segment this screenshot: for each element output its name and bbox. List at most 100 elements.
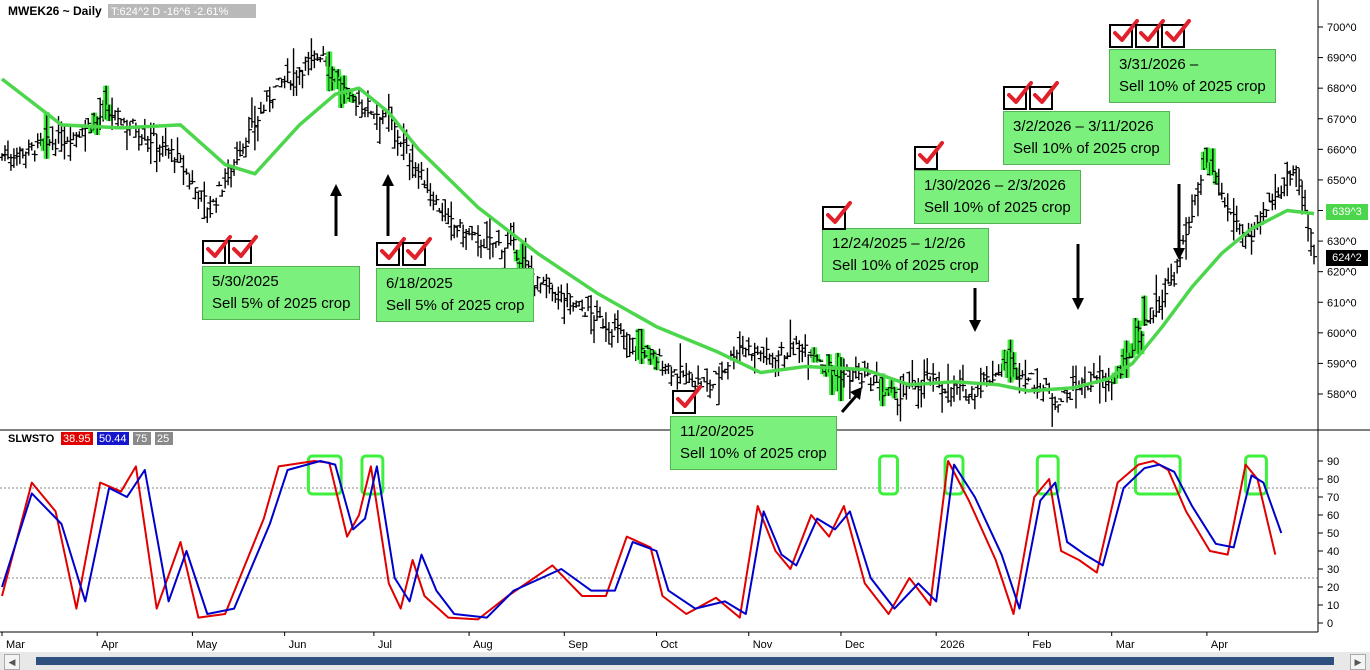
stoch-blue-badge xyxy=(97,432,129,445)
stoch-highlight-box xyxy=(1133,454,1182,496)
stoch-tick-label: 40 xyxy=(1327,546,1339,558)
checkmark-icon xyxy=(376,237,406,266)
arrow-head xyxy=(969,320,981,332)
stoch-tick-label: 90 xyxy=(1327,456,1339,468)
stochastic-pane xyxy=(0,454,1318,621)
checkbox-group xyxy=(672,385,702,414)
checkmark-icon xyxy=(1003,81,1033,110)
x-tick-label: Oct xyxy=(661,639,678,651)
x-tick-label: Sep xyxy=(568,639,588,651)
price-tick-label: 650^0 xyxy=(1327,175,1357,187)
stoch-highlight-box xyxy=(1035,454,1060,496)
annotation-date: 1/30/2026 – 2/3/2026 xyxy=(924,177,1066,194)
stoch-line xyxy=(1,460,1283,619)
axes: 700^0690^0680^0670^0660^0650^0640^0630^0… xyxy=(0,0,1370,651)
checkmark-icon xyxy=(914,141,944,170)
stoch-level-low-badge xyxy=(155,432,173,445)
annotation-text: Sell 10% of 2025 crop xyxy=(832,257,979,274)
moving-average-price-tag: 639^3 xyxy=(1326,204,1368,220)
stoch-blue-value: 50.44 xyxy=(99,433,127,445)
annotation-text: Sell 10% of 2025 crop xyxy=(924,199,1071,216)
annotation-text: Sell 5% of 2025 crop xyxy=(212,295,351,312)
annotation-date: 3/31/2026 – xyxy=(1119,56,1199,73)
annotation-date: 6/18/2025 xyxy=(386,275,453,292)
price-tick-label: 600^0 xyxy=(1327,328,1357,340)
stoch-highlight-box xyxy=(943,454,965,496)
last-price-tag: 624^2 xyxy=(1326,250,1368,266)
scroll-thumb[interactable] xyxy=(36,657,1334,665)
price-pane xyxy=(0,38,1317,427)
price-tick-label: 680^0 xyxy=(1327,83,1357,95)
chart-area[interactable]: 700^0690^0680^0670^0660^0650^0640^0630^0… xyxy=(0,0,1370,652)
price-tick-label: 670^0 xyxy=(1327,114,1357,126)
x-tick-label: Apr xyxy=(101,639,118,651)
stoch-tick-label: 20 xyxy=(1327,582,1339,594)
annotation-date: 5/30/2025 xyxy=(212,273,279,290)
arrow-diagonal xyxy=(840,395,858,413)
x-tick-label: Mar xyxy=(6,639,25,651)
sell-annotation: 6/18/2025 Sell 5% of 2025 crop xyxy=(376,268,535,322)
checkbox-group xyxy=(1109,19,1191,48)
x-tick-label: 2026 xyxy=(940,639,964,651)
stoch-tick-label: 0 xyxy=(1327,618,1333,630)
checkbox-group xyxy=(822,201,852,230)
price-tick-label: 610^0 xyxy=(1327,297,1357,309)
stoch-level-high-badge xyxy=(133,432,151,445)
chart-background xyxy=(0,0,1370,652)
x-tick-label: Jul xyxy=(378,639,392,651)
checkmark-icon xyxy=(822,201,852,230)
stoch-tick-label: 30 xyxy=(1327,564,1339,576)
arrow-head xyxy=(1173,248,1185,260)
annotation-text: Sell 5% of 2025 crop xyxy=(386,297,525,314)
checkmark-icon xyxy=(1109,19,1139,48)
stoch-tick-label: 50 xyxy=(1327,528,1339,540)
stoch-tick-label: 70 xyxy=(1327,492,1339,504)
stoch-label: SLWSTO xyxy=(8,433,55,445)
checkbox-group xyxy=(914,141,944,170)
sell-annotation: 5/30/2025 Sell 5% of 2025 crop xyxy=(202,266,361,320)
horizontal-scrollbar[interactable]: ◀ ▶ xyxy=(0,652,1370,670)
checkmark-icon xyxy=(202,235,232,264)
sell-annotation: 1/30/2026 – 2/3/2026 Sell 10% of 2025 cro… xyxy=(914,170,1081,224)
arrow-head xyxy=(382,174,394,186)
info-badge-bg xyxy=(108,4,256,18)
x-tick-label: Nov xyxy=(753,639,773,651)
x-tick-label: Mar xyxy=(1116,639,1135,651)
arrow-head xyxy=(850,387,862,400)
arrow-head xyxy=(1072,298,1084,310)
x-tick-label: Feb xyxy=(1032,639,1051,651)
stoch-level-high: 75 xyxy=(135,433,147,445)
price-tick-label: 620^0 xyxy=(1327,267,1357,279)
stoch-tick-label: 60 xyxy=(1327,510,1339,522)
checkmark-icon xyxy=(1161,19,1191,48)
annotation-text: Sell 10% of 2025 crop xyxy=(680,445,827,462)
arrow-head xyxy=(330,184,342,196)
stoch-tick-label: 80 xyxy=(1327,474,1339,486)
scroll-left-icon[interactable]: ◀ xyxy=(4,654,20,670)
stoch-red-badge xyxy=(61,432,93,445)
x-tick-label: Apr xyxy=(1211,639,1228,651)
checkbox-group xyxy=(1003,81,1059,110)
checkmark-icon xyxy=(1029,81,1059,110)
stoch-line xyxy=(1,460,1277,621)
checkbox-group xyxy=(202,235,258,264)
annotation-text: Sell 10% of 2025 crop xyxy=(1013,140,1160,157)
stoch-highlight-box xyxy=(1244,454,1268,496)
x-tick-label: Dec xyxy=(845,639,865,651)
checkmark-icon xyxy=(672,385,702,414)
checkmark-icon xyxy=(402,237,432,266)
scroll-right-icon[interactable]: ▶ xyxy=(1350,654,1366,670)
symbol-title: MWEK26 ~ Daily xyxy=(8,4,102,18)
stoch-red-value: 38.95 xyxy=(63,433,91,445)
annotation-date: 11/20/2025 xyxy=(680,423,754,440)
quote-info: T:624^2 D -16^6 -2.61% xyxy=(111,6,229,18)
price-tick-label: 630^0 xyxy=(1327,236,1357,248)
price-tick-label: 590^0 xyxy=(1327,358,1357,370)
price-tick-label: 700^0 xyxy=(1327,22,1357,34)
moving-average-line xyxy=(0,77,1315,393)
sell-annotation: 11/20/2025 Sell 10% of 2025 crop xyxy=(670,416,837,470)
arrows xyxy=(330,174,1185,413)
annotation-date: 3/2/2026 – 3/11/2026 xyxy=(1013,118,1154,135)
sell-annotation: 3/31/2026 – Sell 10% of 2025 crop xyxy=(1109,49,1276,103)
annotation-date: 12/24/2025 – 1/2/26 xyxy=(832,235,966,252)
